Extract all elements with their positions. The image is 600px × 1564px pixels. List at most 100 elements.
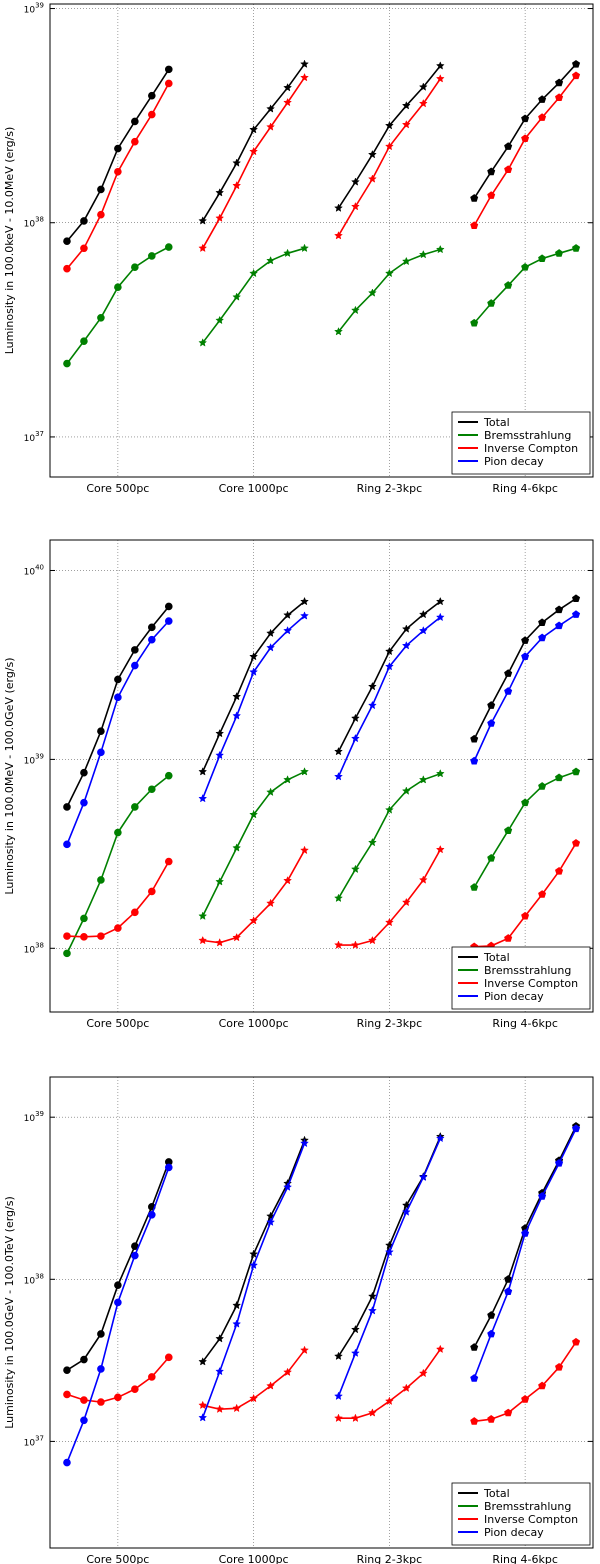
marker <box>131 646 139 654</box>
marker <box>418 249 428 259</box>
marker <box>555 93 564 101</box>
marker <box>300 596 309 606</box>
marker <box>504 687 513 695</box>
marker <box>384 917 394 927</box>
marker <box>555 1362 564 1371</box>
marker <box>215 877 225 886</box>
marker <box>572 71 581 80</box>
marker <box>521 1229 530 1237</box>
marker <box>114 144 122 153</box>
marker <box>164 771 173 780</box>
marker <box>215 750 225 760</box>
marker <box>334 1351 343 1361</box>
marker <box>164 65 173 74</box>
marker <box>148 252 156 260</box>
marker <box>63 840 71 849</box>
marker <box>555 1158 564 1167</box>
marker <box>300 1345 309 1355</box>
marker <box>232 711 242 720</box>
marker <box>334 327 343 336</box>
marker <box>97 185 105 194</box>
marker <box>97 313 105 322</box>
y-axis-label: Luminosity in 100.0GeV - 100.0TeV (erg/s… <box>3 1196 16 1429</box>
marker <box>504 1275 513 1283</box>
marker <box>266 898 276 908</box>
marker <box>97 1330 105 1338</box>
marker <box>435 74 445 83</box>
marker <box>521 652 530 660</box>
marker <box>504 165 513 173</box>
marker <box>215 315 225 325</box>
marker <box>148 1373 156 1381</box>
marker <box>249 1393 259 1403</box>
marker <box>63 803 71 811</box>
legend-label: Pion decay <box>484 990 544 1003</box>
marker <box>401 1207 411 1216</box>
marker <box>249 916 259 925</box>
marker <box>164 602 173 611</box>
marker <box>198 935 208 945</box>
marker <box>521 262 530 271</box>
legend-label: Bremsstrahlung <box>484 964 571 977</box>
marker <box>350 1348 360 1357</box>
marker <box>504 281 513 289</box>
marker <box>215 1366 225 1376</box>
marker <box>384 120 394 130</box>
marker <box>470 318 479 327</box>
marker <box>572 767 581 776</box>
marker <box>80 914 88 923</box>
legend-label: Total <box>483 951 510 964</box>
marker <box>367 174 377 183</box>
marker <box>148 91 156 100</box>
marker <box>80 244 88 253</box>
marker <box>350 177 360 186</box>
marker <box>538 633 547 642</box>
marker <box>215 1404 225 1413</box>
marker <box>350 201 360 211</box>
marker <box>334 893 343 903</box>
marker <box>114 283 122 292</box>
marker <box>198 767 208 776</box>
marker <box>555 866 564 875</box>
marker <box>401 256 411 266</box>
marker <box>114 1281 122 1289</box>
y-tick-label: 1038 <box>24 216 44 230</box>
marker <box>63 932 71 940</box>
marker <box>232 180 242 190</box>
marker <box>435 596 445 606</box>
marker <box>470 1374 479 1382</box>
marker <box>131 1385 139 1393</box>
marker <box>131 661 139 670</box>
marker <box>198 793 208 803</box>
marker <box>232 932 242 942</box>
x-tick-label: Core 1000pc <box>219 1017 289 1030</box>
marker <box>384 646 394 656</box>
marker <box>80 768 88 777</box>
marker <box>418 82 428 91</box>
y-tick-label: 1038 <box>24 1272 44 1286</box>
x-tick-label: Core 500pc <box>86 1553 149 1564</box>
marker <box>63 1458 71 1467</box>
marker <box>80 933 88 941</box>
marker <box>367 288 377 297</box>
marker <box>521 114 530 123</box>
marker <box>521 1394 530 1403</box>
marker <box>334 1391 343 1401</box>
marker <box>249 667 259 676</box>
marker <box>334 746 343 756</box>
panel: 1037 1038 1039 Core 500pc Core 1000pc Ring 2-… <box>3 2 594 495</box>
marker <box>266 104 276 113</box>
marker <box>148 110 156 119</box>
legend-label: Inverse Compton <box>484 442 578 455</box>
marker <box>487 191 496 199</box>
marker <box>334 1413 343 1423</box>
marker <box>283 248 293 258</box>
marker <box>470 1343 479 1351</box>
marker <box>487 701 496 709</box>
marker <box>435 769 445 778</box>
marker <box>572 1337 581 1346</box>
marker <box>300 611 309 620</box>
marker <box>131 803 139 811</box>
marker <box>300 72 309 82</box>
marker <box>266 122 276 131</box>
